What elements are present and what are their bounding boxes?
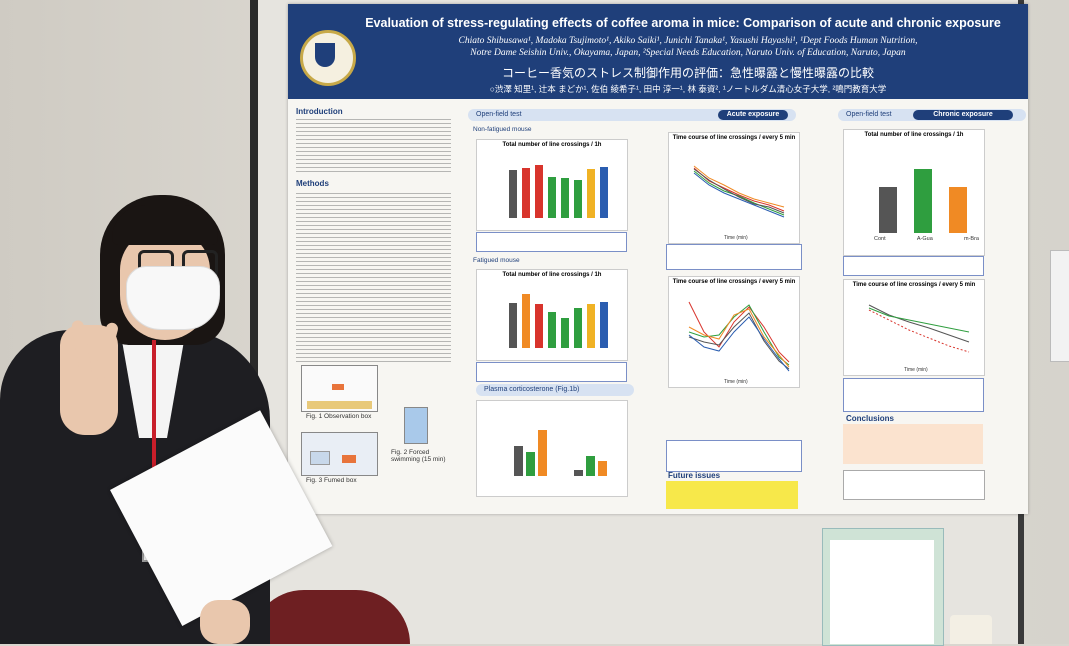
poster-authors: Chiato Shibusawa¹, Madoka Tsujimoto¹, Ak… (458, 36, 918, 58)
poster-header: Evaluation of stress-regulating effects … (288, 4, 1028, 99)
bar (522, 294, 530, 348)
time-course-lines-1 (693, 165, 785, 218)
time-axis-label: Time (min) (724, 235, 748, 241)
university-seal-icon (300, 30, 356, 86)
bar (509, 170, 517, 218)
bar (561, 178, 569, 218)
methods-heading: Methods (296, 179, 329, 188)
research-poster: Evaluation of stress-regulating effects … (288, 4, 1028, 514)
fig9-caption (843, 378, 984, 412)
fig7-caption (666, 440, 802, 472)
fatigued-bar-chart: Total number of line crossings / 1h (476, 269, 628, 361)
fig1-caption: Fig. 1 Observation box (306, 413, 372, 420)
bar (574, 180, 582, 218)
bar (574, 308, 582, 348)
non-fatigued-label: Non-fatigued mouse (473, 126, 532, 133)
bars-area-2 (507, 290, 617, 348)
fig4-caption (476, 232, 627, 252)
chronic-exposure-badge: Chronic exposure (913, 110, 1013, 120)
time-course-lines-2 (688, 301, 790, 372)
bar (535, 165, 543, 218)
chronic-bar-chart: Total number of line crossings / 1h Cont… (843, 129, 985, 256)
observation-box-illustration (301, 365, 378, 412)
intro-methods-column: Introduction Methods Fig. 1 Observation … (296, 107, 456, 507)
bar (914, 169, 932, 233)
future-issues-heading: Future issues (668, 471, 721, 480)
japanese-title: コーヒー香気のストレス制御作用の評価：急性曝露と慢性曝露の比較 (501, 66, 874, 80)
chair (250, 590, 410, 644)
time-axis-label: Time (min) (904, 367, 928, 373)
chart-title: Total number of line crossings / 1h (864, 132, 964, 138)
chart-title: Time course of line crossings / every 5 … (852, 282, 976, 288)
fig6-caption (476, 362, 627, 382)
bar (587, 169, 595, 218)
paper-cup (950, 615, 992, 644)
poster-title: Evaluation of stress-regulating effects … (365, 16, 1001, 30)
handout-sheet (830, 540, 934, 644)
bar (586, 456, 595, 476)
bar (522, 168, 530, 218)
time-course-lines-3 (868, 304, 970, 353)
face-mask (126, 266, 220, 330)
fringe (112, 205, 218, 245)
chart-title: Time course of line crossings / every 5 … (672, 279, 796, 285)
fatigued-time-course-chart: Time course of line crossings / every 5 … (668, 276, 800, 388)
bar (600, 167, 608, 218)
bar (538, 430, 547, 476)
bar (598, 461, 607, 476)
fig8-caption (843, 256, 984, 276)
bar (600, 302, 608, 348)
bar (561, 318, 569, 348)
bars-area-3 (512, 416, 612, 476)
acute-exposure-badge: Acute exposure (718, 110, 788, 120)
chart-title: Time course of line crossings / every 5 … (672, 135, 796, 141)
corticosterone-bar-chart (476, 400, 628, 497)
fig3-caption: Fig. 3 Fumed box (306, 477, 357, 484)
future-issues-box (666, 481, 798, 509)
bar (949, 187, 967, 233)
time-axis-label: Time (min) (724, 379, 748, 385)
bars-area-4 (874, 158, 974, 233)
plasma-corticosterone-label: Plasma corticosterone (Fig.1b) (476, 384, 634, 396)
fig2-caption: Fig. 2 Forced swimming (15 min) (391, 449, 446, 463)
chronic-time-course-chart: Time course of line crossings / every 5 … (843, 279, 985, 376)
adjacent-poster-edge (1050, 250, 1069, 362)
bar (535, 304, 543, 348)
lower-hand (200, 600, 250, 644)
bar (879, 187, 897, 233)
conclusions-box (843, 424, 983, 464)
fatigued-label: Fatigued mouse (473, 257, 520, 264)
non-fatigued-time-course-chart: Time course of line crossings / every 5 … (668, 132, 800, 244)
bars-area-1 (507, 160, 617, 218)
coi-box (843, 470, 985, 500)
lanyard (152, 340, 156, 500)
chronic-x-labels: Cont A-Gua m-Bra (874, 236, 979, 242)
japanese-authors: ○渋澤 知里¹, 辻本 まどか¹, 佐伯 綾希子¹, 田中 淳一¹, 林 泰資²… (489, 84, 887, 94)
bar (548, 177, 556, 218)
bar (514, 446, 523, 476)
bar (526, 452, 535, 476)
conclusions-heading: Conclusions (846, 414, 895, 423)
methods-text (296, 193, 451, 363)
fig5-caption (666, 244, 802, 270)
bar (548, 312, 556, 348)
bar (509, 303, 517, 348)
chart-title: Total number of line crossings / 1h (502, 142, 602, 148)
bar (574, 470, 583, 476)
introduction-heading: Introduction (296, 107, 343, 116)
fumed-box-illustration (301, 432, 378, 476)
chart-title: Total number of line crossings / 1h (502, 272, 602, 278)
forced-swim-illustration (404, 407, 428, 444)
non-fatigued-bar-chart: Total number of line crossings / 1h (476, 139, 628, 231)
bar (587, 304, 595, 348)
introduction-text (296, 119, 451, 174)
open-field-test-label: Open-field test (468, 109, 796, 121)
